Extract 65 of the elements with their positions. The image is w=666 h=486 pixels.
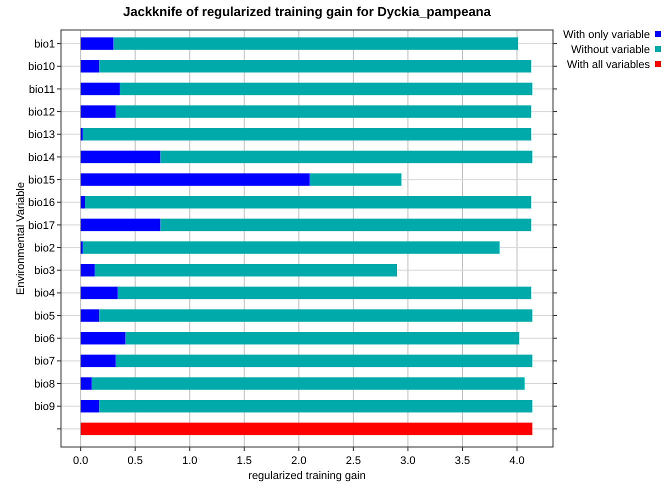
bar xyxy=(82,128,532,140)
bar xyxy=(99,60,532,72)
y-axis-title: Environmental Variable xyxy=(15,182,27,295)
bar xyxy=(80,173,310,186)
y-tick-label: bio13 xyxy=(28,129,55,142)
y-tick-label: bio5 xyxy=(34,310,55,322)
y-tick-label: bio1 xyxy=(34,38,55,50)
bar xyxy=(80,82,120,96)
bar xyxy=(99,309,532,322)
y-tick-label: bio2 xyxy=(34,242,55,254)
x-tick-label: 3.5 xyxy=(454,455,470,467)
bar xyxy=(80,309,100,322)
bar xyxy=(116,354,532,368)
x-tick-label: 1.5 xyxy=(236,455,252,467)
bar xyxy=(80,37,114,50)
x-tick-label: 2.5 xyxy=(346,455,362,467)
bar xyxy=(160,150,532,164)
bar xyxy=(80,332,126,344)
bar xyxy=(310,173,402,186)
bar xyxy=(80,286,118,300)
y-tick-label: bio17 xyxy=(28,220,55,232)
y-tick-label: bio11 xyxy=(28,84,55,96)
bar xyxy=(116,105,532,118)
bar xyxy=(80,60,100,72)
bar xyxy=(80,105,116,118)
bar xyxy=(85,196,532,208)
bar xyxy=(125,332,520,344)
bar xyxy=(118,286,532,300)
y-tick-label: bio7 xyxy=(34,356,55,368)
bar xyxy=(120,82,532,96)
y-tick-label: bio14 xyxy=(28,152,55,164)
legend-label: With only variable xyxy=(563,28,650,41)
bar xyxy=(113,37,518,50)
bar xyxy=(92,377,525,390)
bar xyxy=(80,218,160,232)
y-tick-label: bio4 xyxy=(34,288,55,300)
y-tick-label: bio16 xyxy=(28,197,55,210)
y-tick-label: bio8 xyxy=(34,378,55,390)
x-tick-label: 2.0 xyxy=(291,455,306,467)
legend-label: Without variable xyxy=(571,44,650,56)
x-tick-label: 4.0 xyxy=(509,455,525,467)
y-tick-label: bio3 xyxy=(34,265,55,278)
bar xyxy=(80,422,532,436)
bar xyxy=(80,354,116,368)
bar xyxy=(80,377,92,390)
bar xyxy=(80,400,100,412)
bar xyxy=(160,218,532,232)
y-tick-label: bio10 xyxy=(28,61,55,74)
x-axis-title: regularized training gain xyxy=(248,470,366,482)
bar xyxy=(99,400,532,412)
chart-title: Jackknife of regularized training gain for Dyckia_pampeana xyxy=(123,4,492,19)
bar xyxy=(80,150,160,164)
x-tick-label: 1.0 xyxy=(182,455,198,467)
y-tick-label: bio9 xyxy=(34,401,55,414)
y-tick-label: bio12 xyxy=(28,106,55,118)
bar xyxy=(82,241,500,254)
bar xyxy=(80,264,95,276)
legend-label: With all variables xyxy=(566,58,650,71)
x-tick-label: 0.5 xyxy=(128,455,143,467)
x-tick-label: 0.0 xyxy=(72,455,88,467)
y-tick-label: bio15 xyxy=(28,174,55,186)
bar xyxy=(94,264,397,276)
y-tick-label: bio6 xyxy=(34,333,55,346)
x-tick-label: 3.0 xyxy=(400,455,416,467)
bar xyxy=(80,196,85,208)
